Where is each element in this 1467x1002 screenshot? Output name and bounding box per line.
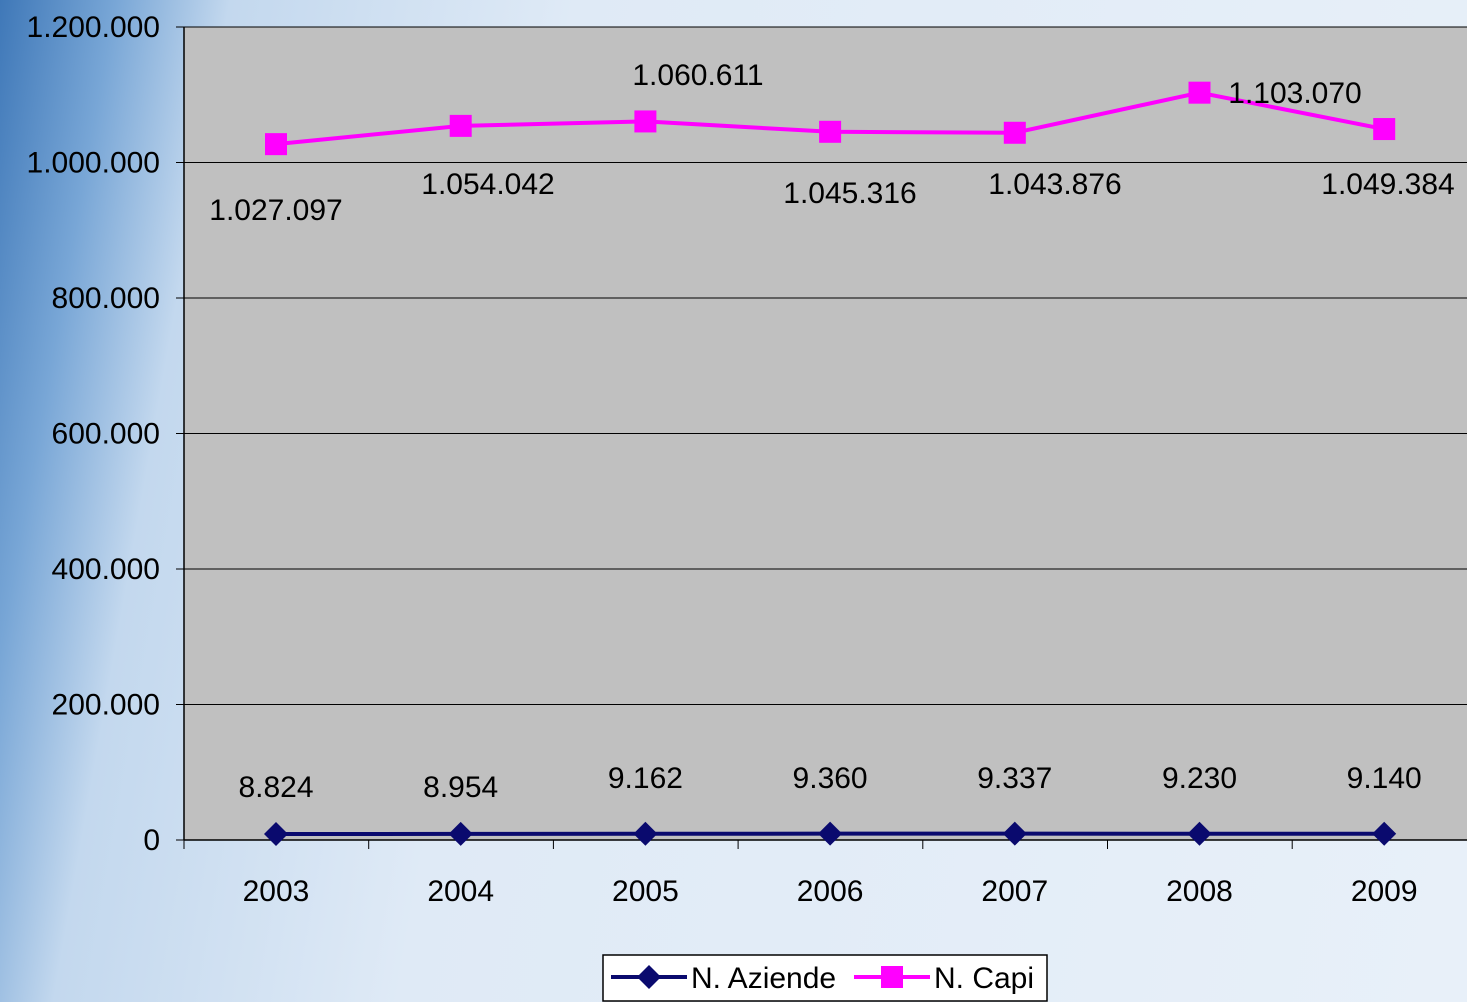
y-tick-label: 800.000 xyxy=(52,282,160,315)
x-tick-label: 2006 xyxy=(797,875,864,908)
y-tick-label: 1.000.000 xyxy=(27,147,160,180)
data-point-marker xyxy=(881,966,903,988)
data-label: 1.054.042 xyxy=(421,168,554,201)
data-label: 8.954 xyxy=(423,771,498,804)
x-tick-label: 2004 xyxy=(427,875,494,908)
data-label: 1.049.384 xyxy=(1321,168,1454,201)
y-tick-label: 0 xyxy=(143,824,160,857)
data-label: 1.045.316 xyxy=(783,177,916,210)
series-layer xyxy=(264,81,1397,847)
data-point-marker xyxy=(264,822,288,847)
y-tick-label: 200.000 xyxy=(52,689,160,722)
data-point-marker xyxy=(1373,118,1396,141)
data-point-marker xyxy=(1188,81,1211,104)
data-point-marker xyxy=(265,133,287,156)
data-labels: 8.824 8.954 9.162 9.360 9.337 9.230 9.140 1.027… xyxy=(209,59,1454,804)
legend: N. Aziende N. Capi xyxy=(602,954,1048,1002)
data-label: 9.162 xyxy=(608,762,683,795)
data-point-marker xyxy=(818,821,843,846)
data-label: 1.043.876 xyxy=(988,168,1121,201)
x-tick-label: 2009 xyxy=(1351,875,1418,908)
y-tick-label: 400.000 xyxy=(52,553,160,586)
data-point-marker xyxy=(1372,821,1397,846)
data-point-marker xyxy=(819,120,842,143)
data-label: 9.337 xyxy=(977,762,1052,795)
data-point-marker xyxy=(634,110,657,133)
x-tick-label: 2003 xyxy=(243,875,310,908)
x-tick-label: 2005 xyxy=(612,875,679,908)
axes: 0 200.000 400.000 600.000 800.000 1.000.000 1.… xyxy=(27,11,1467,908)
data-label: 1.103.070 xyxy=(1228,77,1361,110)
legend-label: N. Capi xyxy=(934,962,1034,995)
x-tick-label: 2008 xyxy=(1166,875,1233,908)
data-point-marker xyxy=(1002,821,1027,846)
data-point-marker xyxy=(637,965,661,989)
gridlines xyxy=(184,26,1467,705)
y-tick-label: 1.200.000 xyxy=(27,11,160,44)
data-point-marker xyxy=(1187,821,1212,846)
x-tick-label: 2007 xyxy=(981,875,1048,908)
data-point-marker xyxy=(449,114,472,137)
data-label: 9.140 xyxy=(1347,762,1422,795)
data-label: 8.824 xyxy=(238,771,313,804)
legend-label: N. Aziende xyxy=(691,962,836,995)
data-point-marker xyxy=(1003,121,1026,144)
y-tick-label: 600.000 xyxy=(52,418,160,451)
data-label: 9.360 xyxy=(793,762,868,795)
data-point-marker xyxy=(448,821,473,846)
data-label: 1.027.097 xyxy=(209,194,342,227)
data-label: 9.230 xyxy=(1162,762,1237,795)
data-point-marker xyxy=(633,821,658,846)
data-label: 1.060.611 xyxy=(632,59,763,92)
